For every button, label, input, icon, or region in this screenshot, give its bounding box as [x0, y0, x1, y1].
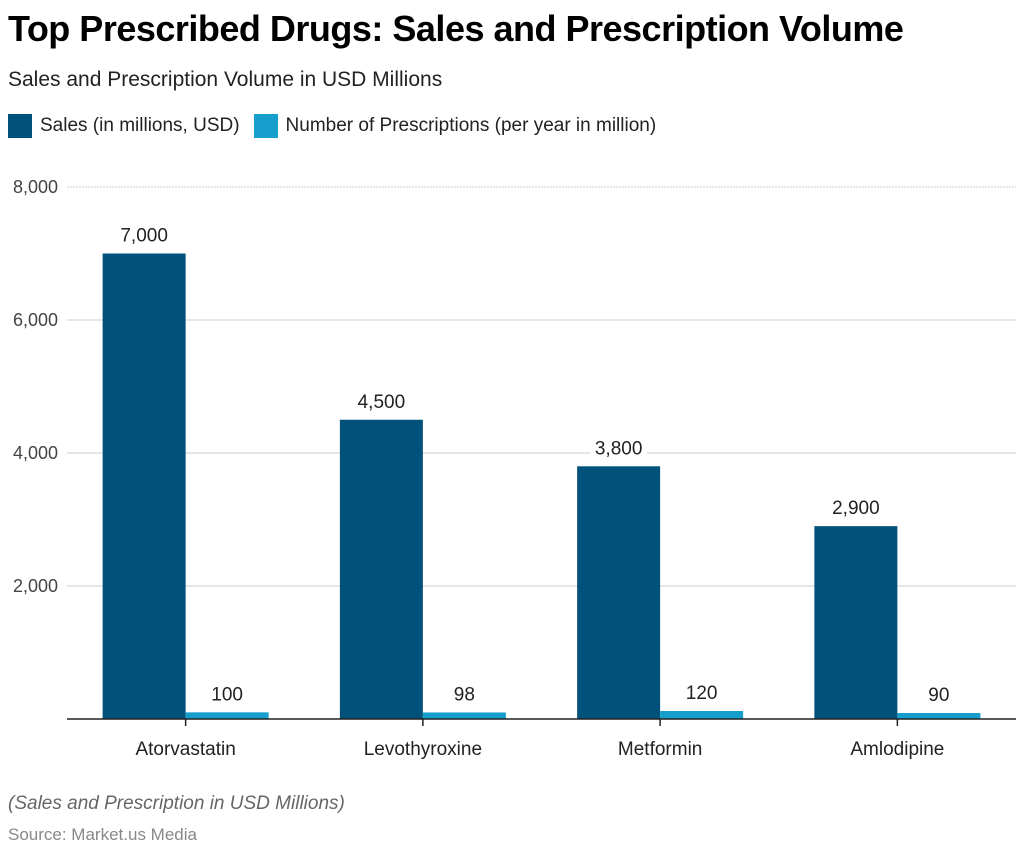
legend-item-prescriptions[interactable]: Number of Prescriptions (per year in mil… — [253, 114, 657, 138]
value-label-background — [353, 389, 410, 412]
y-axis-ticks: 2,000 4,000 6,000 8,000 — [13, 177, 58, 596]
value-label-background — [209, 682, 245, 705]
x-category-label: Atorvastatin — [135, 739, 235, 760]
bar-sales[interactable] — [814, 526, 898, 719]
bar-sales[interactable] — [339, 419, 423, 719]
value-labels: 7,000 100 4,500 98 3,800 120 2,900 90 — [115, 223, 952, 706]
value-label-prescriptions: 90 — [928, 685, 949, 706]
value-label-prescriptions: 98 — [454, 684, 475, 705]
value-label-background — [590, 436, 647, 459]
value-label-background — [827, 496, 885, 519]
value-label-background — [115, 223, 173, 246]
value-label-sales: 2,900 — [832, 498, 880, 519]
bar-prescriptions[interactable] — [897, 713, 981, 719]
value-label-background — [926, 683, 952, 706]
chart-source: Source: Market.us Media — [8, 825, 197, 844]
bar-prescriptions[interactable] — [185, 712, 269, 719]
bar-sales[interactable] — [102, 253, 186, 720]
value-label-prescriptions: 100 — [211, 684, 243, 705]
x-category-label: Amlodipine — [850, 739, 944, 760]
bar-sales[interactable] — [577, 466, 661, 719]
chart-title: Top Prescribed Drugs: Sales and Prescrip… — [8, 8, 904, 49]
x-category-label: Metformin — [618, 739, 702, 760]
value-label-sales: 3,800 — [595, 438, 643, 459]
legend-label-prescriptions: Number of Prescriptions (per year in mil… — [285, 115, 657, 136]
legend: Sales (in millions, USD) Number of Presc… — [8, 114, 670, 138]
bar-prescriptions[interactable] — [660, 711, 744, 719]
legend-label-sales: Sales (in millions, USD) — [40, 115, 240, 136]
value-label-prescriptions: 120 — [686, 683, 718, 704]
y-tick-label: 2,000 — [13, 576, 58, 596]
bar-prescriptions[interactable] — [422, 712, 506, 719]
x-category-label: Levothyroxine — [364, 739, 482, 760]
legend-swatch-sales — [8, 114, 32, 138]
value-label-background — [451, 682, 477, 705]
legend-swatch-prescriptions — [253, 114, 278, 138]
chart-subtitle: Sales and Prescription Volume in USD Mil… — [8, 68, 443, 91]
y-tick-label: 6,000 — [13, 310, 58, 330]
chart-note: (Sales and Prescription in USD Millions) — [8, 793, 345, 814]
y-tick-label: 8,000 — [13, 177, 58, 197]
value-label-background — [683, 681, 720, 704]
bars — [102, 253, 981, 720]
y-tick-label: 4,000 — [13, 443, 58, 463]
value-label-sales: 7,000 — [120, 226, 168, 247]
value-label-sales: 4,500 — [358, 392, 406, 413]
x-axis: Atorvastatin Levothyroxine Metformin Amlodi… — [67, 718, 1016, 760]
legend-item-sales[interactable]: Sales (in millions, USD) — [8, 114, 240, 138]
